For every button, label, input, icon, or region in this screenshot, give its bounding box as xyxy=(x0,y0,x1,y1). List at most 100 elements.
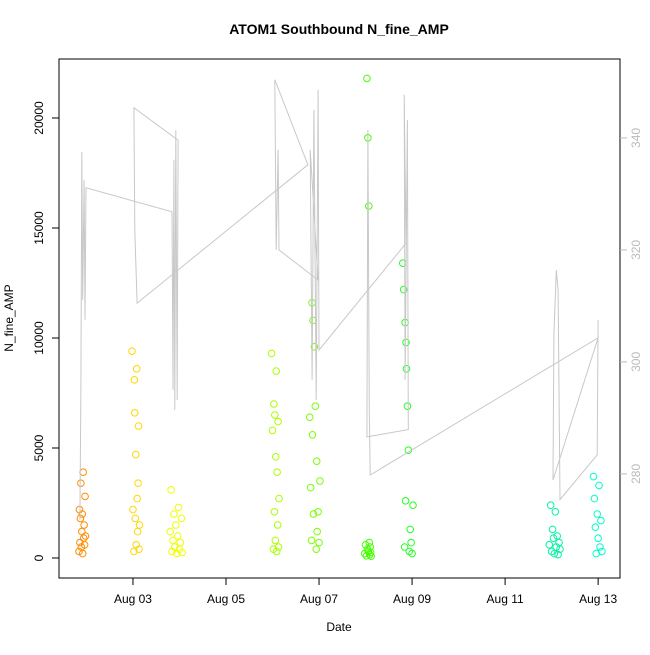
point xyxy=(135,545,143,554)
point xyxy=(273,468,281,477)
y-axis-title: N_fine_AMP xyxy=(2,284,16,351)
point xyxy=(314,508,322,516)
plot-frame xyxy=(58,58,621,579)
point xyxy=(597,516,605,525)
y-tick-label: 20000 xyxy=(32,101,46,135)
point xyxy=(313,527,321,536)
point xyxy=(166,527,174,536)
point xyxy=(178,548,187,557)
point xyxy=(554,550,562,559)
x-tick-label: Aug 07 xyxy=(300,592,338,606)
point xyxy=(131,450,140,459)
point xyxy=(409,501,417,510)
point xyxy=(590,494,599,503)
y2-tick-label: 320 xyxy=(629,240,643,260)
x-axis-title: Date xyxy=(326,620,352,634)
point xyxy=(407,538,415,547)
point xyxy=(128,347,136,356)
point xyxy=(363,74,371,83)
point xyxy=(80,541,89,549)
point xyxy=(170,510,178,518)
point xyxy=(549,534,558,543)
point xyxy=(366,548,375,557)
point xyxy=(406,525,415,534)
y2-tick-label: 300 xyxy=(629,352,643,372)
point xyxy=(311,402,320,411)
point xyxy=(598,547,606,556)
point xyxy=(307,536,316,545)
point xyxy=(594,534,602,543)
point xyxy=(408,549,416,558)
point xyxy=(268,426,277,435)
point xyxy=(548,525,557,534)
point xyxy=(177,514,186,523)
point xyxy=(131,409,139,417)
point xyxy=(174,503,183,512)
point xyxy=(135,521,144,529)
point xyxy=(546,501,555,510)
point xyxy=(275,494,283,503)
x-tick-label: Aug 11 xyxy=(487,592,524,606)
point xyxy=(315,538,323,547)
point xyxy=(367,552,375,561)
point xyxy=(361,541,370,549)
point xyxy=(308,431,317,439)
y-tick-label: 5000 xyxy=(32,434,46,461)
point xyxy=(589,472,598,481)
chart-title: ATOM1 Southbound N_fine_AMP xyxy=(229,21,449,37)
point xyxy=(312,545,321,554)
point xyxy=(129,505,137,514)
point xyxy=(81,492,89,501)
point xyxy=(401,497,410,505)
point xyxy=(309,510,318,518)
point xyxy=(173,532,182,540)
point xyxy=(270,400,278,408)
point xyxy=(366,543,375,551)
point xyxy=(78,510,87,518)
point xyxy=(171,521,180,529)
point xyxy=(306,483,315,492)
point xyxy=(595,481,603,490)
x-tick-label: Aug 03 xyxy=(114,592,152,606)
point xyxy=(556,545,564,554)
y-tick-label: 15000 xyxy=(32,211,46,245)
point xyxy=(267,349,276,358)
point xyxy=(596,543,604,551)
y-tick-label: 10000 xyxy=(32,321,46,355)
point xyxy=(365,538,374,547)
point xyxy=(271,411,279,419)
point xyxy=(272,547,281,556)
point xyxy=(274,543,283,551)
point xyxy=(270,508,279,516)
point xyxy=(400,543,409,551)
point xyxy=(402,365,411,373)
point xyxy=(81,532,90,540)
point xyxy=(130,376,139,384)
point xyxy=(77,479,85,488)
point xyxy=(272,367,281,375)
point xyxy=(399,285,408,294)
x-tick-label: Aug 05 xyxy=(207,592,245,606)
point xyxy=(593,510,602,518)
point xyxy=(273,521,282,529)
x-tick-label: Aug 09 xyxy=(393,592,431,606)
point xyxy=(310,343,319,351)
point xyxy=(551,508,560,516)
point xyxy=(76,538,84,547)
x-tick-label: Aug 13 xyxy=(579,592,617,606)
point xyxy=(312,457,321,466)
point xyxy=(167,486,175,494)
y2-tick-label: 340 xyxy=(629,128,643,148)
point xyxy=(134,422,143,430)
point xyxy=(271,536,280,545)
point xyxy=(365,202,373,210)
point xyxy=(403,402,412,411)
point xyxy=(274,417,282,426)
y2-tick-label: 280 xyxy=(629,464,643,484)
point xyxy=(131,514,140,523)
point xyxy=(305,413,314,422)
point xyxy=(133,494,141,503)
point xyxy=(402,338,410,347)
